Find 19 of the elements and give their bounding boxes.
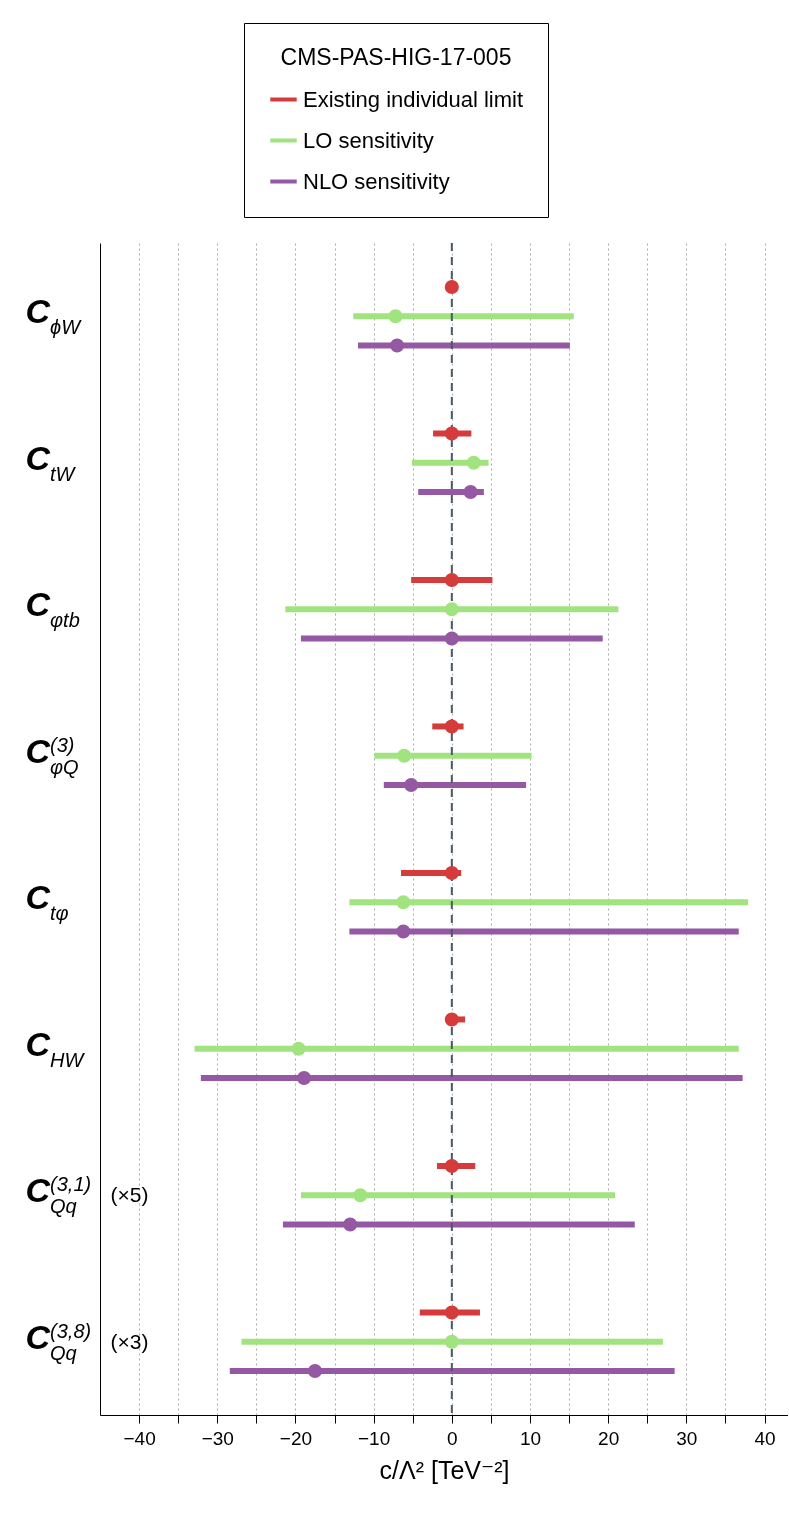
y-tick-label: C$_{HW}$ xyxy=(25,1024,86,1071)
x-tick-label: −20 xyxy=(279,1427,313,1449)
y-tick-label: C$_{ϕW}$ xyxy=(25,292,83,339)
x-tick-label: 30 xyxy=(676,1427,698,1449)
x-tick-label: 40 xyxy=(754,1427,776,1449)
y-tick-label: C$_{tW}$ xyxy=(25,438,77,485)
legend-title: CMS-PAS-HIG-17-005 xyxy=(280,44,512,70)
x-tick-label: −40 xyxy=(123,1427,156,1449)
y-tick-label: C$_{tφ}$ xyxy=(25,878,69,925)
x-axis-title: c/Λ² [TeV⁻²] xyxy=(379,1455,510,1484)
legend-label: NLO sensitivity xyxy=(303,168,450,194)
x-tick-label: −10 xyxy=(358,1427,391,1449)
x-tick-label: 20 xyxy=(598,1427,620,1449)
y-tick-label: C$_{φtb}$ xyxy=(25,585,80,632)
x-tick-label: −30 xyxy=(201,1427,234,1449)
legend-label: Existing individual limit xyxy=(303,86,524,112)
legend-label: LO sensitivity xyxy=(303,127,434,153)
x-tick-label: 10 xyxy=(519,1427,542,1449)
x-tick-label: 0 xyxy=(447,1427,458,1449)
